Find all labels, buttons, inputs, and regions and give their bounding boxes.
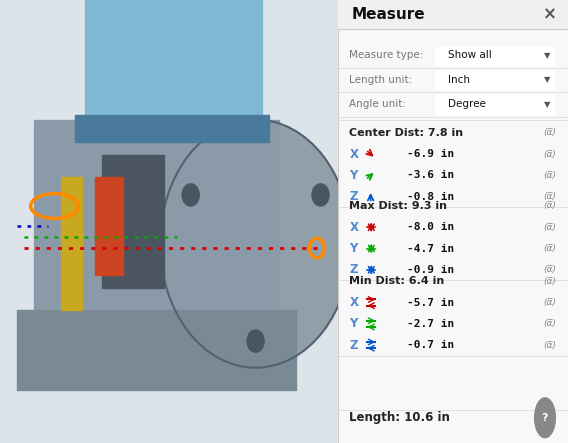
Text: Z: Z	[349, 263, 358, 276]
Text: ?: ?	[542, 413, 548, 423]
Bar	[435, 71, 554, 89]
Text: -2.7 in: -2.7 in	[407, 319, 454, 329]
Text: Measure type:: Measure type:	[349, 51, 424, 60]
Text: (α̅): (α̅)	[543, 277, 556, 286]
Text: ▼: ▼	[544, 75, 550, 84]
Bar	[95, 177, 123, 275]
Text: (α̅): (α̅)	[543, 150, 556, 159]
Text: ▼: ▼	[544, 100, 550, 109]
Bar	[435, 95, 554, 114]
Text: Length unit:: Length unit:	[349, 75, 413, 85]
Text: (α̅): (α̅)	[543, 341, 556, 350]
Text: Z: Z	[349, 190, 358, 203]
Circle shape	[534, 398, 556, 438]
Text: X: X	[349, 296, 358, 309]
Text: -0.8 in: -0.8 in	[407, 192, 454, 202]
Text: Center Dist: 7.8 in: Center Dist: 7.8 in	[349, 128, 463, 138]
Text: Measure: Measure	[352, 7, 425, 22]
Text: ×: ×	[542, 5, 557, 23]
Text: -8.0 in: -8.0 in	[407, 222, 454, 232]
Text: (α̅): (α̅)	[543, 192, 556, 201]
Text: Max Dist: 9.3 in: Max Dist: 9.3 in	[349, 201, 448, 211]
Bar	[61, 177, 82, 310]
Text: Y: Y	[349, 317, 358, 330]
Text: Y: Y	[349, 169, 358, 182]
Text: Z: Z	[349, 338, 358, 352]
Text: X: X	[349, 148, 358, 161]
Text: ▼: ▼	[544, 51, 550, 60]
Text: (α̅): (α̅)	[543, 265, 556, 274]
Text: -5.7 in: -5.7 in	[407, 298, 454, 307]
Text: Show all: Show all	[448, 51, 492, 60]
Text: -0.9 in: -0.9 in	[407, 265, 454, 275]
Bar	[85, 0, 262, 124]
Text: Degree: Degree	[448, 99, 486, 109]
Text: Min Dist: 6.4 in: Min Dist: 6.4 in	[349, 276, 445, 286]
Text: (α̅): (α̅)	[543, 298, 556, 307]
Bar	[17, 310, 296, 390]
Circle shape	[160, 120, 351, 368]
Circle shape	[247, 330, 264, 352]
Text: (α̅): (α̅)	[543, 128, 556, 137]
Bar	[338, 0, 568, 29]
Text: (α̅): (α̅)	[543, 202, 556, 210]
Text: -0.7 in: -0.7 in	[407, 340, 454, 350]
Circle shape	[312, 184, 329, 206]
Text: (α̅): (α̅)	[543, 171, 556, 180]
Text: -6.9 in: -6.9 in	[407, 149, 454, 159]
Text: (α̅): (α̅)	[543, 319, 556, 328]
Text: Y: Y	[349, 242, 358, 255]
Circle shape	[182, 184, 199, 206]
Text: Length: 10.6 in: Length: 10.6 in	[349, 411, 450, 424]
Bar	[102, 155, 164, 288]
Bar	[34, 120, 279, 332]
Bar	[75, 115, 269, 142]
Text: X: X	[349, 221, 358, 234]
Text: (α̅): (α̅)	[543, 223, 556, 232]
Text: Angle unit:: Angle unit:	[349, 99, 407, 109]
Text: -3.6 in: -3.6 in	[407, 171, 454, 180]
Text: Inch: Inch	[448, 75, 470, 85]
Text: (α̅): (α̅)	[543, 244, 556, 253]
Bar	[435, 47, 554, 65]
Text: -4.7 in: -4.7 in	[407, 244, 454, 253]
